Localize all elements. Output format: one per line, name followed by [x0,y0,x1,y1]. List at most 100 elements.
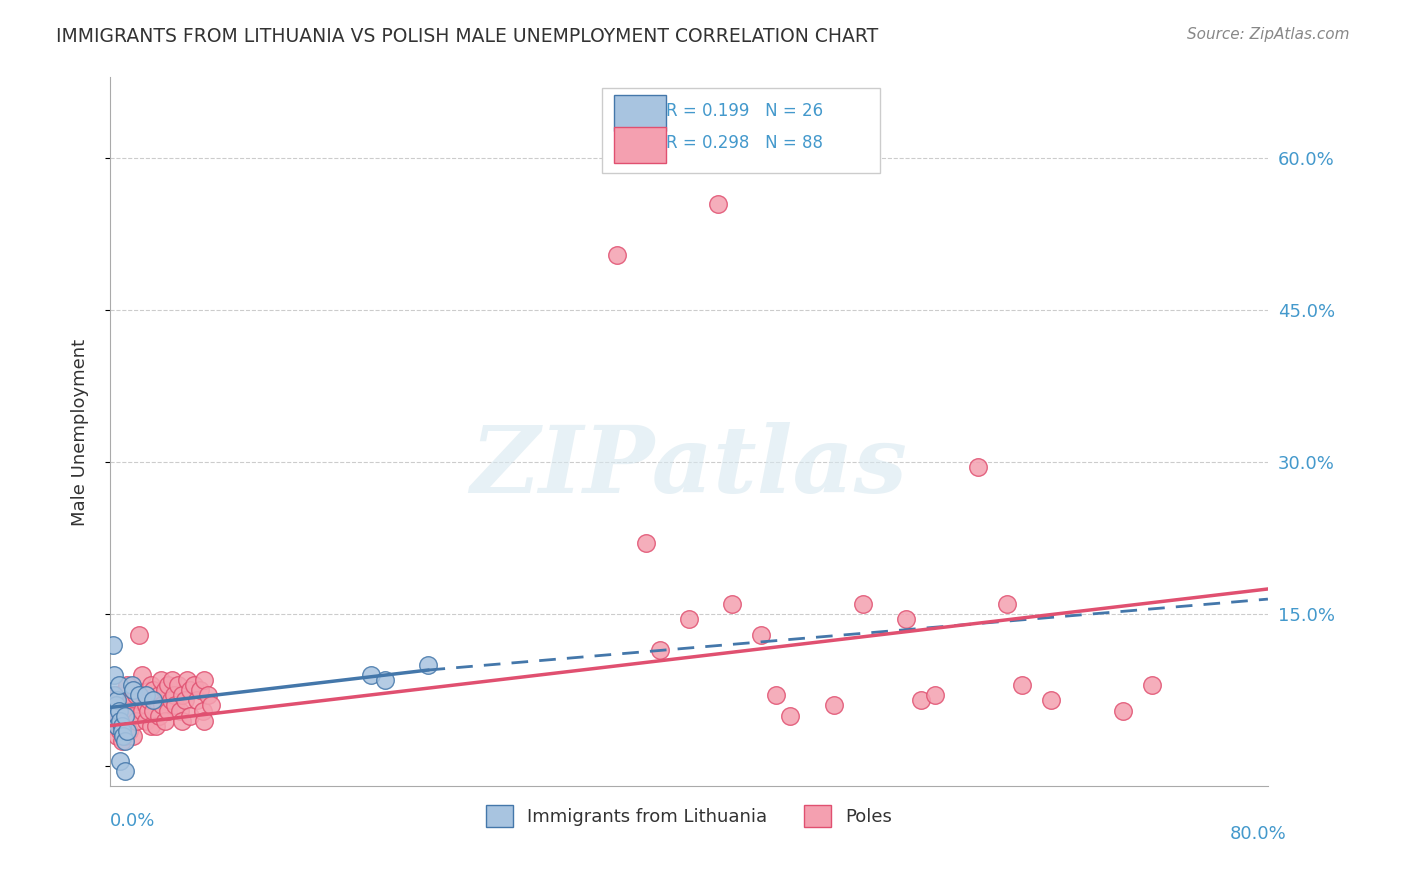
Point [104,689,127,703]
Point [360,668,382,682]
Point [139,678,162,692]
Point [114,689,136,703]
Point [135,698,157,713]
Point [174,693,197,707]
Point [122,683,145,698]
Point [103,689,125,703]
Point [167,678,190,692]
Point [105,719,128,733]
Point [156,678,179,692]
Point [136,704,159,718]
Point [145,693,167,707]
Point [197,689,219,703]
Point [101,638,124,652]
Point [1039,693,1062,707]
FancyBboxPatch shape [602,88,880,173]
Point [122,683,145,698]
Point [107,678,129,692]
Point [121,708,143,723]
Point [188,683,211,698]
Point [107,693,129,707]
Point [418,657,440,672]
Text: R = 0.298   N = 88: R = 0.298 N = 88 [666,135,823,153]
Point [924,689,946,703]
Point [114,729,136,743]
Point [121,693,143,707]
Point [142,693,165,707]
Point [105,693,128,707]
Point [751,627,773,641]
Point [995,597,1018,611]
Point [160,693,183,707]
Point [108,714,131,728]
Point [648,642,671,657]
Point [153,714,176,728]
Point [179,708,201,723]
Point [148,708,170,723]
Point [162,673,184,687]
Point [117,714,139,728]
Point [128,627,150,641]
Point [114,764,136,779]
Point [128,689,150,703]
Point [107,704,129,718]
Point [183,678,205,692]
Point [118,723,141,738]
Point [765,689,787,703]
Point [105,708,128,723]
Point [105,708,128,723]
Point [112,719,135,733]
Point [135,689,157,703]
Point [111,734,134,748]
Point [117,678,139,692]
Point [678,612,700,626]
Point [112,729,135,743]
Point [121,678,143,692]
Point [186,693,208,707]
Point [148,689,170,703]
Point [131,668,153,682]
Point [108,704,131,718]
Point [139,719,162,733]
Point [118,704,141,718]
Point [852,597,875,611]
Point [172,714,194,728]
Point [114,734,136,748]
Point [200,698,222,713]
Point [114,708,136,723]
Point [134,689,156,703]
Point [165,698,187,713]
Point [117,723,139,738]
Point [179,683,201,698]
Point [374,673,396,687]
Point [108,723,131,738]
Point [142,683,165,698]
Y-axis label: Male Unemployment: Male Unemployment [72,338,89,525]
Point [894,612,917,626]
Point [103,719,125,733]
Point [1112,704,1135,718]
Point [107,714,129,728]
Point [125,689,148,703]
Point [779,708,801,723]
Point [707,197,730,211]
Point [112,708,135,723]
Point [103,698,125,713]
Point [142,704,165,718]
Point [967,460,990,475]
Point [104,698,127,713]
Legend: Immigrants from Lithuania, Poles: Immigrants from Lithuania, Poles [478,797,900,834]
Point [823,698,845,713]
FancyBboxPatch shape [614,95,666,130]
Point [910,693,932,707]
Point [138,693,160,707]
Point [193,673,215,687]
Point [125,714,148,728]
Point [1011,678,1033,692]
Point [176,673,198,687]
FancyBboxPatch shape [614,127,666,162]
Point [108,754,131,768]
Point [103,668,125,682]
Text: IMMIGRANTS FROM LITHUANIA VS POLISH MALE UNEMPLOYMENT CORRELATION CHART: IMMIGRANTS FROM LITHUANIA VS POLISH MALE… [56,27,879,45]
Point [172,689,194,703]
